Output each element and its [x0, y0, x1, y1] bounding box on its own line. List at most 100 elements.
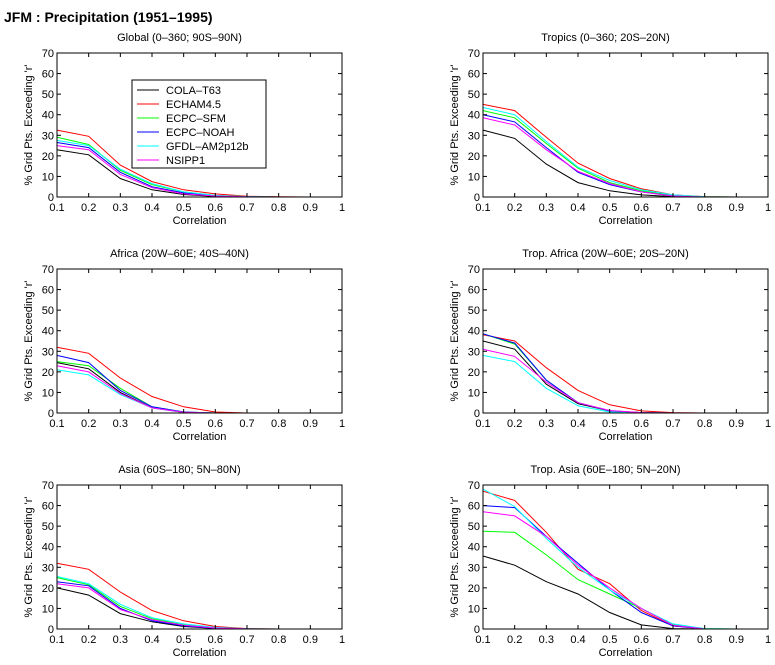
subplot-3: Africa (20W–60E; 40S–40N) 0.1 0.2 0.3 0.4 0.5… [23, 248, 345, 443]
x-tick-label: 0.3 [539, 418, 554, 430]
y-tick-label: 70 [42, 48, 54, 60]
y-tick-label: 30 [468, 346, 480, 358]
x-tick-label: 1 [765, 202, 771, 214]
x-tick-label: 0.4 [144, 634, 159, 646]
subplot-title: Tropics (0–360; 20S–20N) [541, 32, 670, 44]
y-tick-label: 30 [42, 562, 54, 574]
y-tick-label: 10 [42, 387, 54, 399]
x-tick-label: 0.5 [602, 418, 617, 430]
x-tick-label: 0.4 [570, 418, 585, 430]
subplot-1: Global (0–360; 90S–90N) 0.1 0.2 0.3 0.4 0.5 0.… [23, 32, 345, 227]
y-tick-label: 20 [468, 583, 480, 595]
y-tick-label: 60 [468, 285, 480, 297]
x-tick-label: 0.7 [239, 202, 254, 214]
series-line-1 [56, 362, 342, 414]
x-tick-label: 0.3 [113, 634, 128, 646]
y-tick-label: 30 [42, 130, 54, 142]
subplot-title: Africa (20W–60E; 40S–40N) [110, 248, 249, 260]
x-tick-label: 0.4 [144, 418, 159, 430]
series-line-5 [56, 576, 342, 630]
y-tick-label: 50 [468, 305, 480, 317]
x-tick-label: 0.3 [113, 418, 128, 430]
series-line-1 [482, 555, 768, 630]
y-tick-label: 20 [42, 151, 54, 163]
x-tick-label: 0.3 [539, 634, 554, 646]
x-tick-label: 0.1 [49, 634, 64, 646]
y-tick-label: 20 [42, 583, 54, 595]
y-tick-label: 30 [468, 130, 480, 142]
series-line-3 [482, 333, 768, 414]
series-line-2 [482, 490, 768, 630]
subplot-5: Asia (60S–180; 5N–80N) 0.1 0.2 0.3 0.4 0.5 0.6… [23, 464, 345, 659]
y-tick-label: 0 [48, 192, 54, 204]
series-line-2 [56, 562, 342, 630]
y-tick-label: 50 [42, 521, 54, 533]
legend-entry-4: ECPC–NOAH [166, 127, 235, 139]
x-tick-label: 0.6 [634, 418, 649, 430]
y-tick-label: 20 [468, 151, 480, 163]
x-tick-label: 1 [339, 418, 345, 430]
x-tick-label: 0.6 [634, 634, 649, 646]
plot-area-frame [56, 268, 343, 414]
x-tick-label: 1 [339, 634, 345, 646]
x-tick-label: 0.5 [176, 634, 191, 646]
x-tick-label: 0.7 [665, 202, 680, 214]
x-tick-label: 0.7 [665, 634, 680, 646]
x-tick-label: 0.9 [303, 418, 318, 430]
y-tick-label: 0 [474, 624, 480, 636]
subplot-2: Tropics (0–360; 20S–20N) 0.1 0.2 0.3 0.4 0.5 0… [449, 32, 771, 227]
x-tick-label: 0.4 [144, 202, 159, 214]
x-tick-label: 0.5 [176, 418, 191, 430]
y-tick-label: 70 [42, 480, 54, 492]
y-axis-label: % Grid Pts. Exceeding 'r' [23, 281, 35, 402]
y-tick-label: 0 [474, 192, 480, 204]
y-tick-label: 70 [468, 48, 480, 60]
y-tick-label: 50 [468, 521, 480, 533]
y-tick-label: 20 [468, 367, 480, 379]
y-tick-label: 70 [42, 264, 54, 276]
y-tick-label: 40 [468, 326, 480, 338]
series-line-1 [482, 340, 768, 414]
x-tick-label: 0.8 [271, 634, 286, 646]
y-tick-label: 70 [468, 264, 480, 276]
x-tick-label: 0.1 [49, 202, 64, 214]
x-tick-label: 0.2 [81, 202, 96, 214]
series-line-4 [56, 354, 342, 414]
x-tick-label: 0.2 [507, 418, 522, 430]
y-tick-label: 40 [42, 542, 54, 554]
x-tick-label: 0.7 [239, 634, 254, 646]
y-tick-label: 60 [468, 501, 480, 513]
x-tick-label: 0.9 [729, 202, 744, 214]
x-tick-label: 0.1 [475, 202, 490, 214]
y-tick-label: 30 [42, 346, 54, 358]
legend-entry-2: ECHAM4.5 [166, 99, 221, 111]
x-tick-label: 0.6 [208, 418, 223, 430]
series-line-2 [482, 103, 768, 198]
plot-area-frame [482, 52, 769, 198]
series-line-4 [482, 505, 768, 630]
series-line-5 [482, 354, 768, 414]
y-tick-label: 10 [468, 603, 480, 615]
y-tick-label: 0 [474, 408, 480, 420]
subplot-title: Asia (60S–180; 5N–80N) [118, 464, 240, 476]
legend: COLA–T63 ECHAM4.5 ECPC–SFM ECPC–NOAH GFDL–AM… [131, 79, 267, 169]
x-tick-label: 0.4 [570, 634, 585, 646]
x-tick-label: 0.7 [239, 418, 254, 430]
plot-area-frame [56, 484, 343, 630]
series-line-5 [56, 369, 342, 414]
y-tick-label: 60 [468, 69, 480, 81]
y-tick-label: 20 [42, 367, 54, 379]
x-tick-label: 0.2 [507, 634, 522, 646]
x-tick-label: 0.7 [665, 418, 680, 430]
x-tick-label: 0.5 [176, 202, 191, 214]
x-tick-label: 0.8 [271, 418, 286, 430]
x-tick-label: 0.4 [570, 202, 585, 214]
x-tick-label: 0.1 [49, 418, 64, 430]
x-tick-label: 0.9 [303, 202, 318, 214]
x-tick-label: 0.5 [602, 634, 617, 646]
x-tick-label: 0.8 [697, 202, 712, 214]
figure-title: JFM : Precipitation (1951–1995) [4, 9, 213, 25]
legend-entry-5: GFDL–AM2p12b [166, 141, 249, 153]
y-axis-label: % Grid Pts. Exceeding 'r' [449, 497, 461, 618]
